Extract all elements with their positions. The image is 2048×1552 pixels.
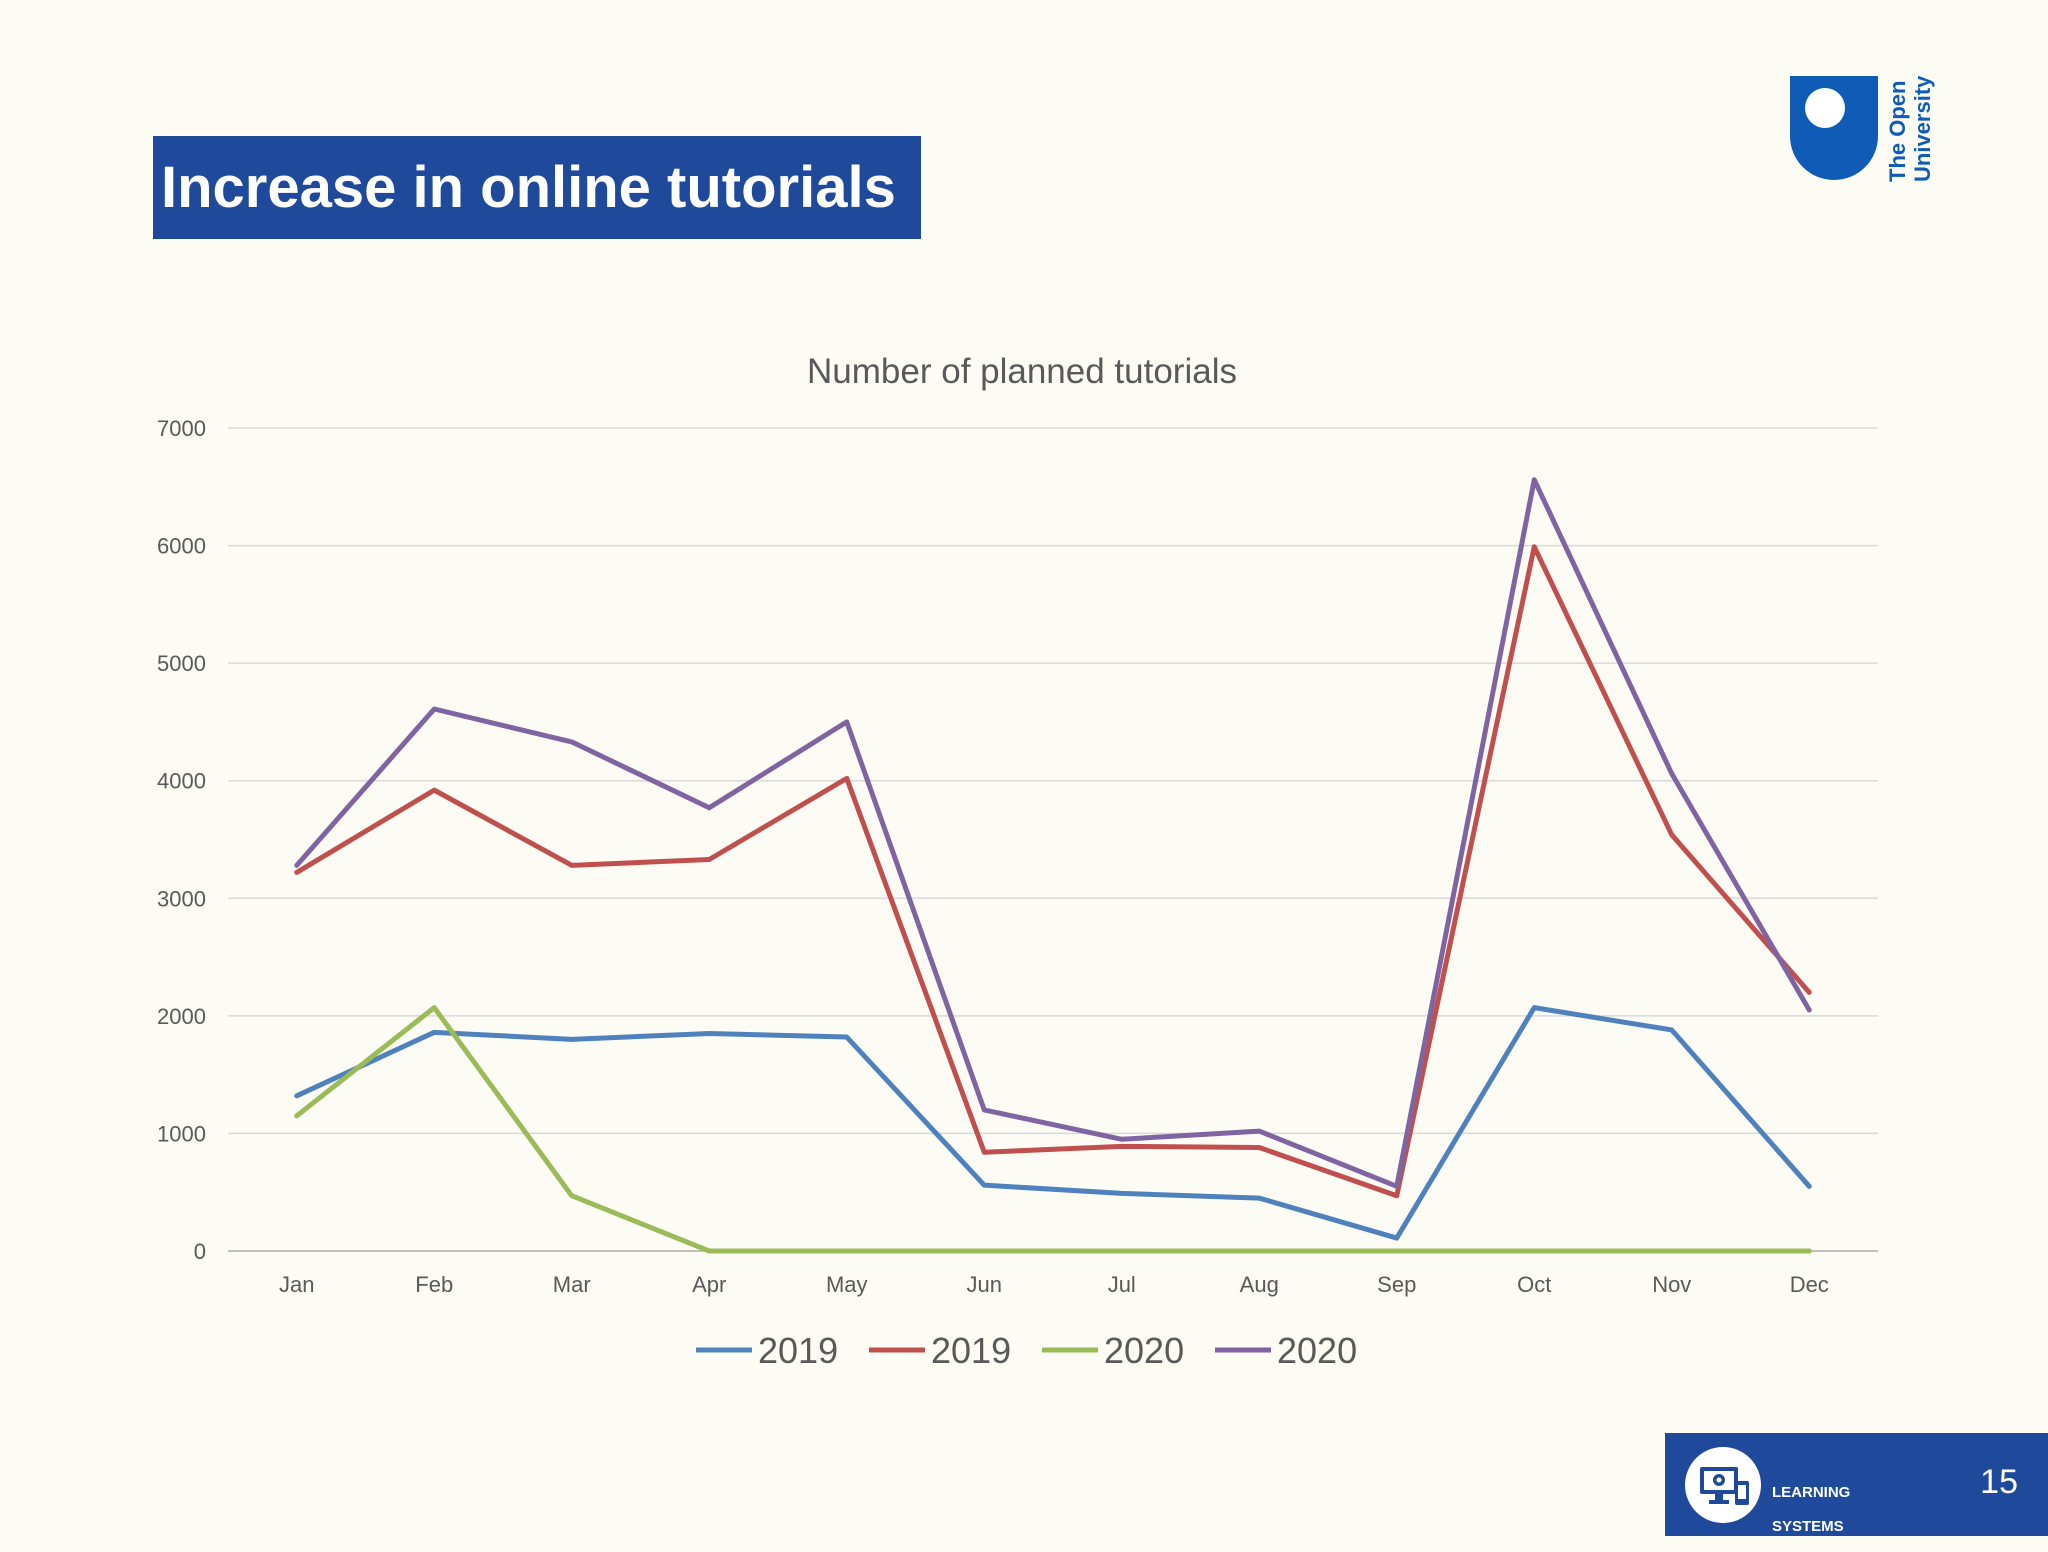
series-line-2 xyxy=(294,544,1812,1199)
x-tick-label: Jan xyxy=(279,1272,314,1297)
title-banner: Increase in online tutorials xyxy=(153,136,921,239)
ou-shield-icon xyxy=(1790,76,1878,180)
y-tick-label: 1000 xyxy=(157,1121,206,1146)
x-tick-label: Apr xyxy=(692,1272,726,1297)
open-university-logo: The Open University xyxy=(1790,75,1990,186)
learning-systems-label: LEARNING SYSTEMS xyxy=(1772,1467,1850,1552)
legend-label: 2019 xyxy=(931,1330,1011,1371)
ou-text-line1: The Open xyxy=(1885,81,1910,182)
x-tick-label: Aug xyxy=(1240,1272,1279,1297)
y-tick-label: 3000 xyxy=(157,886,206,911)
x-tick-label: Jun xyxy=(967,1272,1002,1297)
x-tick-label: Nov xyxy=(1652,1272,1691,1297)
x-tick-label: Sep xyxy=(1377,1272,1416,1297)
y-tick-label: 6000 xyxy=(157,534,206,559)
page-number: 15 xyxy=(1980,1463,2018,1501)
series-line-3 xyxy=(294,1005,1812,1254)
x-tick-label: Mar xyxy=(553,1272,591,1297)
series-line-1 xyxy=(294,1005,1812,1241)
chart-title: Number of planned tutorials xyxy=(807,352,1237,391)
legend-label: 2019 xyxy=(758,1330,838,1371)
x-tick-label: Feb xyxy=(415,1272,453,1297)
footer-bar: LEARNING SYSTEMS 15 xyxy=(1665,1433,2048,1536)
footer-line1: LEARNING xyxy=(1772,1484,1851,1501)
x-tick-label: Jul xyxy=(1108,1272,1136,1297)
series-line-4 xyxy=(294,477,1812,1189)
x-tick-label: Oct xyxy=(1517,1272,1551,1297)
x-tick-label: Dec xyxy=(1790,1272,1829,1297)
ou-wordmark: The Open University xyxy=(1882,75,1952,186)
y-tick-label: 0 xyxy=(194,1239,206,1264)
y-tick-label: 5000 xyxy=(157,651,206,676)
legend-label: 2020 xyxy=(1277,1330,1357,1371)
legend-label: 2020 xyxy=(1104,1330,1184,1371)
slide-title: Increase in online tutorials xyxy=(161,155,896,220)
y-tick-label: 4000 xyxy=(157,769,206,794)
x-tick-label: May xyxy=(826,1272,868,1297)
footer-line2: SYSTEMS xyxy=(1772,1518,1844,1535)
ou-text-line2: University xyxy=(1910,76,1935,182)
y-tick-label: 2000 xyxy=(157,1004,206,1029)
computer-gear-icon xyxy=(1685,1447,1761,1523)
y-tick-label: 7000 xyxy=(157,416,206,441)
